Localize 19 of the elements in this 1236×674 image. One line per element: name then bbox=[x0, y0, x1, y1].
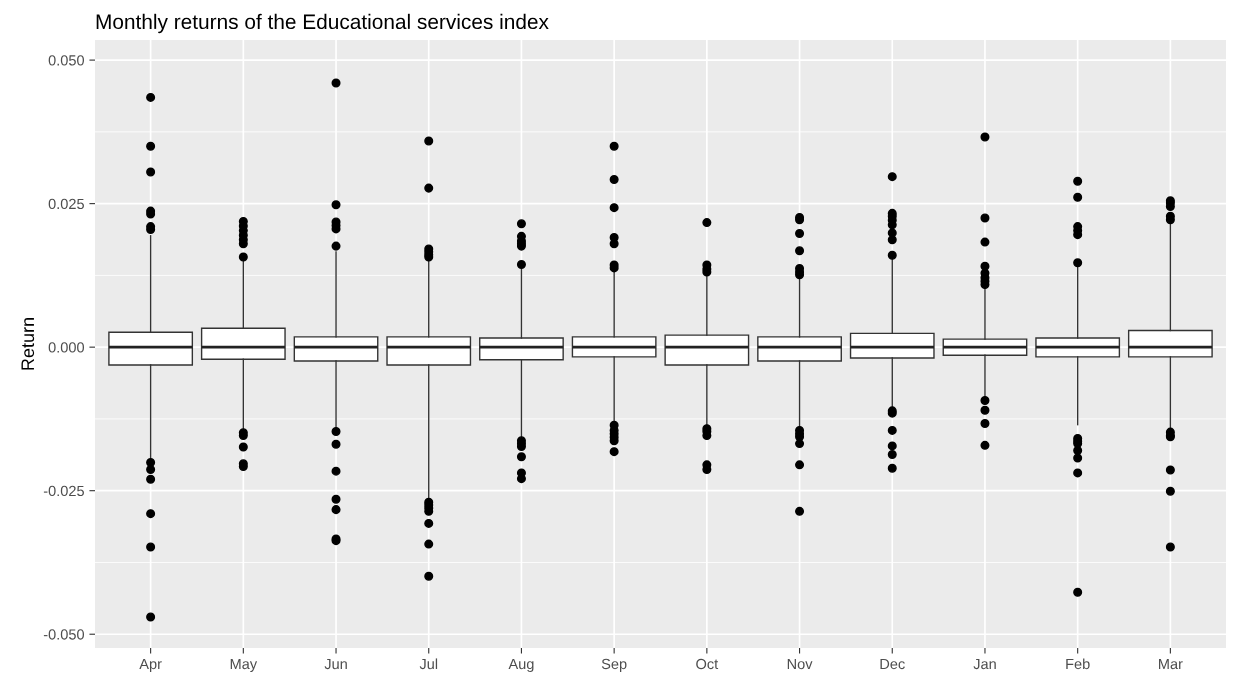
x-tick-label: Feb bbox=[1066, 658, 1090, 670]
y-tick-label: 0.025 bbox=[48, 198, 84, 210]
x-tick-label: Sep bbox=[601, 658, 627, 673]
x-tick-label: Nov bbox=[787, 658, 813, 670]
x-tick-label: Oct bbox=[696, 658, 719, 670]
y-tick-label: 0.050 bbox=[48, 55, 85, 66]
x-tick-label: May bbox=[230, 658, 258, 673]
y-tick-label: -0.050 bbox=[43, 629, 85, 640]
x-tick-label: Aug bbox=[508, 658, 534, 673]
chart-title: Monthly returns of the Educational services index bbox=[96, 13, 549, 34]
y-tick-label: -0.025 bbox=[43, 485, 84, 497]
y-axis-title: Return bbox=[21, 318, 35, 370]
x-tick-label: Mar bbox=[1159, 658, 1183, 670]
y-tick-label: 0.000 bbox=[48, 342, 85, 353]
x-tick-label: Jan bbox=[973, 658, 996, 670]
x-tick-label: Jun bbox=[324, 658, 347, 670]
x-tick-label: Apr bbox=[139, 658, 162, 673]
x-tick-label: Jul bbox=[419, 658, 438, 670]
x-tick-label: Dec bbox=[880, 658, 905, 670]
